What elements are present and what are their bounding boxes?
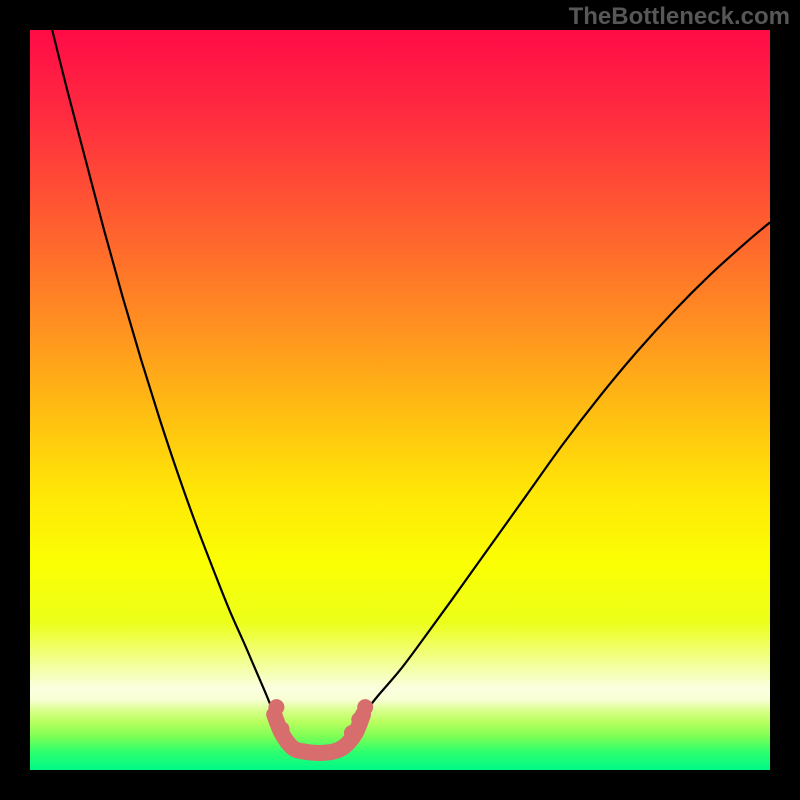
- highlight-dot: [357, 699, 373, 715]
- highlight-dot: [268, 699, 284, 715]
- bottleneck-chart: [30, 30, 770, 770]
- gradient-background: [30, 30, 770, 770]
- watermark-text: TheBottleneck.com: [569, 3, 790, 31]
- chart-frame: [30, 30, 770, 770]
- highlight-dot: [274, 721, 290, 737]
